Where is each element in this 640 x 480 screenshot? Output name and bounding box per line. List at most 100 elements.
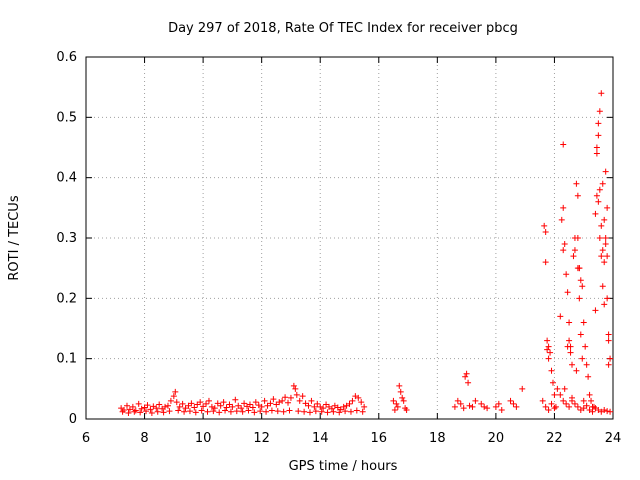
data-point-marker	[451, 403, 458, 410]
data-point-marker	[460, 405, 467, 412]
data-point-marker	[478, 400, 485, 407]
data-point-marker	[295, 408, 302, 415]
data-point-marker	[561, 241, 568, 248]
data-point-marker	[217, 402, 224, 409]
data-point-marker	[599, 283, 606, 290]
data-point-marker	[258, 403, 265, 410]
data-point-marker	[361, 403, 368, 410]
data-point-marker	[605, 361, 612, 368]
data-point-marker	[251, 409, 258, 416]
data-point-marker	[358, 399, 365, 406]
data-point-marker	[216, 409, 223, 416]
data-point-marker	[466, 402, 473, 409]
data-point-marker	[596, 186, 603, 193]
data-point-marker	[396, 382, 403, 389]
data-point-marker	[245, 407, 252, 414]
data-point-marker	[573, 180, 580, 187]
data-point-marker	[166, 408, 173, 415]
data-point-marker	[308, 397, 315, 404]
data-point-marker	[586, 391, 593, 398]
data-point-marker	[241, 400, 248, 407]
data-point-marker	[542, 228, 549, 235]
data-point-marker	[563, 400, 570, 407]
data-point-marker	[211, 405, 218, 412]
data-point-marker	[607, 355, 614, 362]
data-point-marker	[457, 400, 464, 407]
data-point-marker	[601, 301, 608, 308]
data-point-marker	[154, 408, 161, 415]
data-point-marker	[349, 397, 356, 404]
data-point-marker	[162, 403, 169, 410]
data-point-marker	[560, 247, 567, 254]
data-point-marker	[153, 405, 160, 412]
data-point-marker	[596, 235, 603, 241]
x-tick-label: 16	[371, 431, 388, 446]
data-point-marker	[164, 402, 171, 409]
data-point-marker	[330, 408, 337, 415]
data-point-marker	[400, 397, 407, 404]
data-point-marker	[355, 394, 362, 401]
data-point-marker	[593, 150, 600, 157]
data-point-marker	[605, 337, 612, 344]
data-point-marker	[560, 141, 567, 148]
data-point-marker	[394, 403, 401, 410]
data-point-marker	[301, 408, 308, 415]
data-point-marker	[599, 247, 606, 254]
data-point-marker	[317, 403, 324, 410]
data-point-marker	[263, 408, 270, 415]
data-point-marker	[571, 400, 578, 407]
data-point-marker	[510, 400, 517, 407]
data-point-marker	[544, 337, 551, 344]
data-point-marker	[571, 247, 578, 254]
data-point-marker	[353, 407, 360, 414]
data-point-marker	[123, 402, 130, 409]
data-point-marker	[560, 204, 567, 211]
data-point-marker	[498, 406, 505, 413]
data-point-marker	[602, 168, 609, 175]
data-point-marker	[175, 407, 182, 414]
data-point-marker	[604, 204, 611, 211]
data-point-marker	[397, 388, 404, 395]
data-point-marker	[290, 382, 297, 389]
x-tick-label: 8	[140, 431, 148, 446]
data-point-marker	[222, 407, 229, 414]
data-point-marker	[574, 192, 581, 199]
data-point-marker	[311, 403, 318, 410]
data-point-marker	[293, 391, 300, 398]
data-point-marker	[132, 407, 139, 414]
data-point-marker	[601, 259, 608, 266]
data-point-marker	[589, 408, 596, 415]
data-point-marker	[137, 409, 144, 416]
data-point-marker	[306, 409, 313, 416]
data-point-marker	[542, 403, 549, 410]
y-axis-label: ROTI / TECUs	[7, 195, 22, 280]
axis-ticks: 6 8 10 12 14 16 18 20 22 24 0 0.1 0.2 0.3 0.4 0.5 0.6	[56, 50, 621, 446]
data-point-marker	[557, 313, 564, 320]
data-point-marker	[205, 397, 212, 404]
data-point-marker	[403, 406, 410, 413]
data-point-marker	[179, 400, 186, 407]
data-point-marker	[129, 403, 136, 410]
data-point-marker	[167, 397, 174, 404]
data-point-marker	[176, 403, 183, 410]
y-tick-label: 0.2	[56, 291, 77, 306]
data-point-marker	[598, 222, 605, 229]
data-point-marker	[552, 403, 559, 410]
data-point-marker	[296, 397, 303, 404]
data-point-marker	[551, 405, 558, 412]
data-point-marker	[513, 403, 520, 410]
data-point-marker	[210, 408, 217, 415]
data-point-marker	[580, 319, 587, 326]
data-point-marker	[585, 373, 592, 380]
data-point-marker	[347, 408, 354, 415]
data-point-marker	[574, 403, 581, 410]
data-point-marker	[147, 406, 154, 413]
data-point-marker	[286, 407, 293, 414]
data-point-marker	[314, 400, 321, 407]
data-point-marker	[548, 367, 555, 374]
data-point-marker	[359, 408, 366, 415]
data-point-marker	[569, 361, 576, 368]
data-point-marker	[143, 408, 150, 415]
data-point-marker	[390, 397, 397, 404]
data-point-marker	[595, 132, 602, 139]
